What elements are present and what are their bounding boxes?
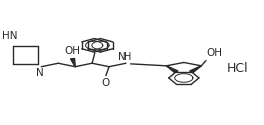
Polygon shape <box>166 66 178 72</box>
Text: OH: OH <box>65 46 81 56</box>
Text: N: N <box>119 52 126 62</box>
Polygon shape <box>190 66 201 72</box>
Text: H: H <box>124 52 132 62</box>
Text: HCl: HCl <box>227 62 248 75</box>
Text: HN: HN <box>2 31 18 41</box>
Polygon shape <box>70 58 75 67</box>
Text: O: O <box>101 78 109 88</box>
Text: OH: OH <box>206 48 223 58</box>
Text: N: N <box>36 68 43 78</box>
